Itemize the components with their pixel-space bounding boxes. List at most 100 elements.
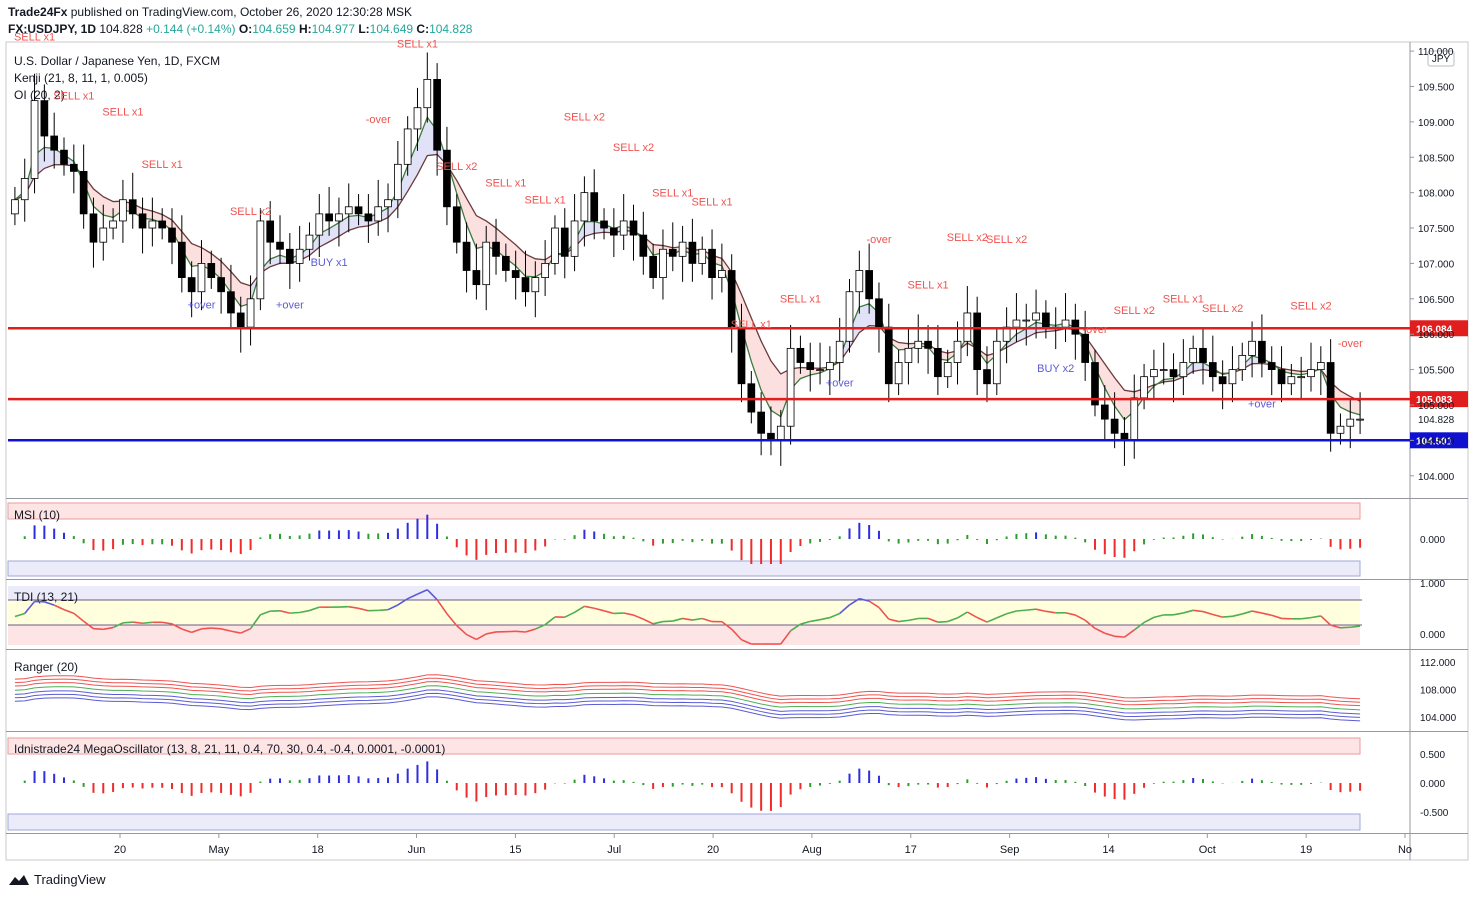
ranger-pane[interactable]: Ranger (20): [14, 660, 1361, 722]
tdi-line-segment: [1143, 616, 1155, 624]
candle-body: [266, 220, 275, 243]
level-label-box: [1410, 391, 1468, 408]
candle-body: [1012, 319, 1021, 328]
price-tick-label: 106.500: [1418, 295, 1455, 306]
level-label: 106.084: [1416, 324, 1453, 335]
candle-body: [1169, 369, 1178, 378]
tdi-line-segment: [721, 621, 733, 630]
signal-label: SELL x1: [691, 197, 732, 209]
tdi-pane[interactable]: TDI (13, 21): [8, 586, 1362, 645]
msi-pane[interactable]: MSI (10): [7, 502, 1362, 577]
time-tick-label: 19: [1300, 844, 1312, 856]
tdi-line-segment: [1114, 635, 1125, 638]
tdi-line-segment: [436, 599, 448, 615]
price-tick-label: 108.000: [1418, 189, 1455, 200]
osc-lower-zone: [7, 813, 1361, 831]
candle-body: [40, 100, 49, 137]
tdi-line-segment: [1232, 613, 1243, 618]
tdi-upper-zone: [8, 586, 1360, 600]
tdi-line-segment: [1006, 610, 1017, 615]
ranger-tick: 104.000: [1420, 713, 1457, 724]
tdi-line-segment: [1094, 627, 1106, 634]
candle-body: [1110, 418, 1119, 434]
tdi-line-segment: [1026, 608, 1037, 611]
published-text: published on TradingView.com, October 26…: [70, 5, 413, 19]
outer-frame: [5, 41, 1469, 861]
candle-body: [325, 213, 333, 222]
signal-label: SELL x2: [564, 112, 605, 124]
candle-body: [1267, 362, 1276, 370]
price-tick-label: 109.500: [1418, 82, 1455, 93]
candle-body: [99, 227, 108, 243]
tdi-line-segment: [44, 601, 55, 606]
tdi-line-segment: [171, 623, 183, 630]
tdi-line-segment: [976, 616, 988, 623]
candle-body: [884, 326, 893, 385]
oscillator-pane[interactable]: Idnistrade24 MegaOscillator (13, 8, 21, …: [7, 737, 1362, 831]
time-tick-label: 20: [707, 844, 719, 856]
candle-body: [924, 340, 932, 349]
tdi-line-segment: [417, 589, 428, 595]
candle-body: [354, 206, 363, 215]
signal-label: SELL x1: [397, 39, 438, 51]
candle-body: [227, 291, 235, 314]
tdi-line-segment: [1301, 616, 1312, 620]
tdi-line-segment: [701, 617, 713, 623]
price-tick-label: 110.000: [1418, 47, 1454, 58]
signal-label: SELL x2: [947, 232, 988, 244]
time-tick-label: Jul: [607, 844, 621, 856]
candle-body: [374, 206, 383, 222]
tdi-line-segment: [211, 627, 222, 630]
high-label: H:: [298, 22, 312, 36]
time-tick-label: Aug: [802, 844, 822, 856]
tdi-line-segment: [1074, 614, 1086, 621]
footer: TradingView: [8, 872, 106, 887]
tdi-line-segment: [220, 628, 232, 632]
candle-body: [973, 312, 981, 370]
candle-body: [30, 100, 39, 179]
publisher-name: Trade24Fx: [8, 5, 68, 19]
tdi-line-segment: [426, 589, 438, 601]
tdi-line-segment: [249, 614, 262, 630]
osc-tick: -0.500: [1420, 808, 1449, 819]
tdi-line-segment: [525, 628, 536, 633]
tdi-line-segment: [1183, 609, 1194, 614]
level-label-box: [1410, 320, 1468, 337]
candle-body: [423, 78, 432, 109]
tdi-line-segment: [839, 604, 851, 615]
tdi-line-segment: [544, 616, 556, 626]
signal-label: +over: [188, 299, 216, 311]
tdi-line-segment: [564, 611, 575, 618]
tdi-line-segment: [1193, 609, 1204, 613]
time-tick-label: 14: [1102, 844, 1114, 856]
candle-body: [629, 220, 638, 236]
time-tick-label: Sep: [1000, 844, 1020, 856]
tdi-line-segment: [358, 607, 369, 612]
candle-body: [786, 347, 795, 427]
candle-body: [855, 270, 864, 293]
tdi-line-segment: [534, 623, 546, 630]
tdi-line-segment: [1261, 612, 1272, 617]
candle-body: [1140, 376, 1148, 399]
tdi-line-segment: [1016, 609, 1027, 612]
ranger-band-line: [14, 674, 1361, 700]
level-label-box: [1410, 432, 1468, 449]
candle-body: [492, 241, 500, 257]
candle-body: [138, 213, 147, 229]
candle-body: [983, 369, 991, 385]
tdi-line-segment: [289, 611, 300, 614]
tdi-line-segment: [810, 618, 821, 623]
candle-body: [433, 78, 441, 151]
tdi-line-segment: [731, 628, 743, 641]
candle-body: [570, 220, 579, 257]
candle-body: [639, 234, 648, 257]
candle-body: [816, 369, 824, 371]
ranger-tick: 112.000: [1420, 658, 1456, 669]
tdi-line-segment: [966, 611, 978, 619]
price-pane[interactable]: JPY U.S. Dollar / Japanese Yen, 1D, FXCM K…: [8, 32, 1468, 466]
candle-body: [1356, 418, 1364, 421]
candle-body: [69, 163, 78, 172]
open-value: 104.659: [252, 22, 296, 36]
price-tick-label: 107.500: [1418, 224, 1455, 235]
